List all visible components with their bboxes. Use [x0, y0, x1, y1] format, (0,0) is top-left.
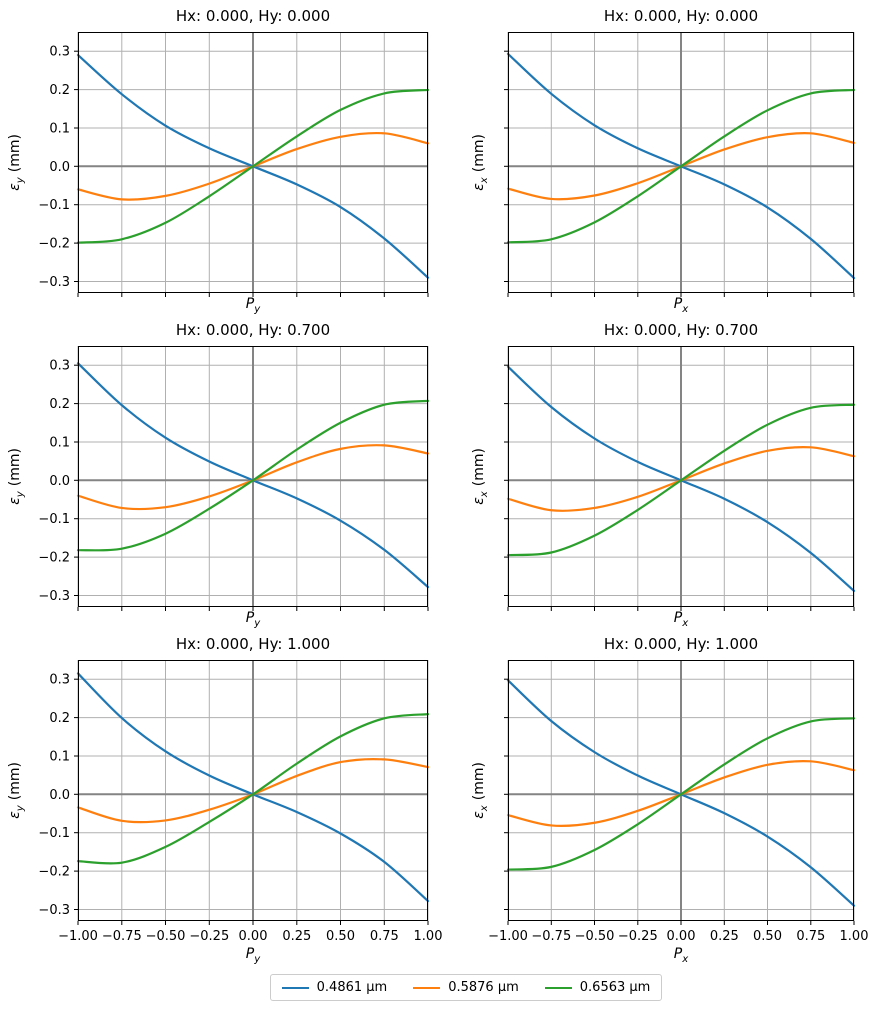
svg-text:−1.00: −1.00 — [488, 929, 528, 944]
x-axis-label: Px — [673, 610, 689, 629]
legend-label: 0.4861 µm — [316, 980, 388, 995]
x-axis-label: Px — [673, 296, 689, 315]
svg-text:0.75: 0.75 — [796, 929, 825, 944]
svg-text:−0.75: −0.75 — [102, 929, 142, 944]
svg-text:−0.2: −0.2 — [38, 865, 70, 880]
svg-text:−0.50: −0.50 — [575, 929, 615, 944]
svg-text:0.0: 0.0 — [49, 160, 70, 175]
subplot-ey-hy-1: Hx: 0.000, Hy: 1.000 εy(mm) −0.3 −0.2 −0.1… — [7, 635, 443, 965]
y-axis-label: εx(mm) — [470, 448, 490, 505]
svg-text:−0.25: −0.25 — [618, 929, 658, 944]
plot-canvas: −1.00 −0.75 −0.50 −0.25 0.00 0.25 0.50 0.75 1.00 — [488, 660, 868, 944]
svg-text:0.2: 0.2 — [49, 397, 70, 412]
legend-line-swatch-orange — [413, 986, 441, 989]
legend-label: 0.6563 µm — [579, 980, 651, 995]
svg-text:−0.75: −0.75 — [531, 929, 571, 944]
x-axis-label: Px — [673, 946, 689, 965]
legend: 0.4861 µm 0.5876 µm 0.6563 µm — [78, 974, 854, 1001]
svg-text:0.00: 0.00 — [667, 929, 696, 944]
legend-label: 0.5876 µm — [448, 980, 519, 995]
svg-text:0.25: 0.25 — [710, 929, 739, 944]
plot-title: Hx: 0.000, Hy: 1.000 — [603, 635, 759, 653]
plot-canvas — [504, 346, 856, 611]
svg-text:0.0: 0.0 — [49, 788, 70, 803]
svg-text:0.2: 0.2 — [49, 83, 70, 98]
svg-text:−0.1: −0.1 — [38, 826, 70, 841]
plot-title: Hx: 0.000, Hy: 1.000 — [175, 635, 331, 653]
svg-text:−0.2: −0.2 — [38, 237, 70, 252]
plot-canvas: −0.3 −0.2 −0.1 0.0 0.1 0.2 0.3 −1.00 −0.75 −0.50−… — [38, 660, 442, 944]
subplot-ey-hy-07: Hx: 0.000, Hy: 0.700 εy(mm) −0.3 −0.2 −0.1… — [7, 321, 430, 629]
y-axis-label: εy(mm) — [6, 448, 26, 505]
svg-text:−0.25: −0.25 — [189, 929, 229, 944]
svg-text:−1.00: −1.00 — [58, 929, 98, 944]
svg-text:0.1: 0.1 — [49, 750, 70, 765]
subplot-ex-hy-0: Hx: 0.000, Hy: 0.000 εx(mm) Px — [471, 7, 856, 315]
y-axis-label: εy(mm) — [6, 762, 26, 819]
subplot-ex-hy-1: Hx: 0.000, Hy: 1.000 εx(mm) −1.00 −0.75 −0… — [471, 635, 869, 965]
svg-text:0.1: 0.1 — [49, 436, 70, 451]
svg-text:0.3: 0.3 — [49, 45, 70, 60]
svg-text:0.0: 0.0 — [49, 474, 70, 489]
svg-text:−0.50: −0.50 — [146, 929, 186, 944]
plot-canvas — [504, 32, 856, 297]
svg-text:−0.1: −0.1 — [38, 198, 70, 213]
svg-text:−0.3: −0.3 — [38, 589, 70, 604]
x-axis-label: Py — [245, 296, 261, 315]
svg-text:0.3: 0.3 — [49, 673, 70, 688]
svg-text:1.00: 1.00 — [414, 929, 443, 944]
svg-text:0.25: 0.25 — [282, 929, 311, 944]
svg-text:−0.1: −0.1 — [38, 512, 70, 527]
plot-title: Hx: 0.000, Hy: 0.700 — [175, 321, 331, 339]
legend-line-swatch-green — [544, 986, 572, 989]
y-axis-label: εx(mm) — [470, 134, 490, 191]
svg-text:0.00: 0.00 — [239, 929, 268, 944]
svg-text:0.50: 0.50 — [326, 929, 355, 944]
x-axis-label: Py — [245, 610, 261, 629]
svg-text:−0.3: −0.3 — [38, 275, 70, 290]
legend-entry-wavelength-1: 0.4861 µm — [281, 980, 388, 995]
plot-title: Hx: 0.000, Hy: 0.000 — [603, 7, 759, 25]
plot-canvas: −0.3 −0.2 −0.1 0.0 0.1 0.2 0.3 — [38, 346, 430, 611]
legend-entry-wavelength-2: 0.5876 µm — [413, 980, 519, 995]
svg-text:−0.3: −0.3 — [38, 903, 70, 918]
subplot-ey-hy-0: Hx: 0.000, Hy: 0.000 εy(mm) −0.3 −0.2 −0.1… — [7, 7, 430, 315]
svg-text:0.50: 0.50 — [753, 929, 782, 944]
legend-box: 0.4861 µm 0.5876 µm 0.6563 µm — [269, 974, 663, 1001]
plot-title: Hx: 0.000, Hy: 0.700 — [603, 321, 759, 339]
legend-entry-wavelength-3: 0.6563 µm — [544, 980, 651, 995]
x-axis-label: Py — [245, 946, 261, 965]
svg-text:0.2: 0.2 — [49, 711, 70, 726]
svg-text:−0.2: −0.2 — [38, 551, 70, 566]
y-axis-label: εy(mm) — [6, 134, 26, 191]
plot-canvas: −0.3 −0.2 −0.1 0.0 0.1 0.2 0.3 — [38, 32, 430, 297]
y-axis-label: εx(mm) — [470, 762, 490, 819]
svg-text:0.1: 0.1 — [49, 122, 70, 137]
svg-text:0.75: 0.75 — [370, 929, 399, 944]
svg-text:1.00: 1.00 — [840, 929, 869, 944]
plot-title: Hx: 0.000, Hy: 0.000 — [175, 7, 331, 25]
svg-text:0.3: 0.3 — [49, 359, 70, 374]
subplot-ex-hy-07: Hx: 0.000, Hy: 0.700 εx(mm) Px — [471, 321, 856, 629]
legend-line-swatch-blue — [281, 986, 309, 989]
